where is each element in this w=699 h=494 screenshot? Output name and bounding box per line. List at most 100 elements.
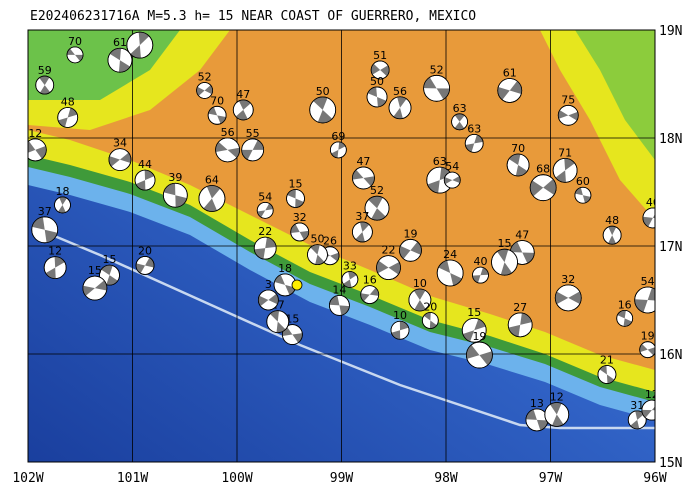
- compression-quadrant: [427, 180, 440, 194]
- compression-quadrant: [479, 351, 493, 366]
- compression-quadrant: [39, 85, 51, 95]
- compression-quadrant: [252, 140, 264, 150]
- compression-quadrant: [175, 195, 187, 208]
- beachball-outline: [544, 402, 570, 427]
- compression-quadrant: [509, 81, 522, 94]
- compression-quadrant: [32, 216, 45, 230]
- compression-quadrant: [472, 275, 481, 283]
- focal-mechanism: 71: [552, 146, 578, 183]
- compression-quadrant: [371, 63, 381, 75]
- focal-mechanism: 47: [352, 155, 375, 190]
- map-title: E202406231716A M=5.3 h= 15 NEAR COAST OF…: [30, 9, 476, 24]
- x-tick-label: 100W: [221, 471, 252, 486]
- depth-label: 19: [641, 330, 655, 343]
- compression-quadrant: [550, 402, 562, 415]
- beachball-outline: [215, 137, 240, 163]
- compression-quadrant: [647, 287, 655, 301]
- depth-label: 52: [370, 184, 384, 197]
- compression-quadrant: [82, 285, 95, 296]
- y-tick-label: 17N: [659, 240, 682, 255]
- depth-label: 19: [472, 330, 486, 343]
- focal-mechanism: 18: [54, 185, 71, 214]
- compression-quadrant: [329, 295, 340, 306]
- focal-mechanism: 20: [421, 301, 439, 329]
- depth-label: 15: [498, 237, 512, 250]
- compression-quadrant: [558, 110, 569, 119]
- compression-quadrant: [67, 107, 78, 118]
- focal-mechanism: 52: [196, 70, 214, 99]
- beachball-outline: [256, 201, 274, 219]
- beachball-outline: [466, 341, 493, 369]
- x-tick-label: 96W: [643, 471, 667, 486]
- focal-mechanism: 33: [341, 259, 359, 288]
- compression-quadrant: [227, 147, 240, 158]
- compression-quadrant: [413, 289, 426, 300]
- beachball-outline: [557, 104, 579, 126]
- compression-quadrant: [480, 267, 489, 276]
- depth-label: 47: [356, 155, 370, 168]
- depth-label: 52: [198, 70, 212, 83]
- compression-quadrant: [444, 177, 453, 185]
- depth-label: 12: [48, 245, 62, 258]
- beachball-outline: [376, 255, 401, 281]
- beachball-outline: [399, 238, 422, 262]
- compression-quadrant: [368, 196, 383, 209]
- compression-quadrant: [462, 330, 475, 342]
- depth-label: 26: [323, 235, 337, 248]
- focal-mechanism: 52: [423, 63, 450, 102]
- compression-quadrant: [330, 252, 340, 262]
- compression-quadrant: [287, 189, 296, 199]
- compression-quadrant: [510, 241, 523, 253]
- compression-quadrant: [397, 96, 407, 108]
- focal-mechanism: 15: [461, 306, 487, 343]
- focal-mechanism: 63: [464, 122, 484, 153]
- depth-label: 33: [343, 259, 357, 272]
- beachball-outline: [198, 185, 226, 212]
- beachball-outline: [241, 138, 265, 162]
- focal-mechanism: 39: [162, 171, 188, 208]
- beachball-outline: [390, 320, 410, 340]
- beachball-outline: [28, 138, 47, 162]
- beachball-outline: [257, 289, 279, 311]
- compression-quadrant: [135, 180, 146, 191]
- compression-quadrant: [608, 235, 616, 245]
- beachball-outline: [602, 225, 622, 245]
- compression-quadrant: [508, 154, 521, 165]
- beachball-outline: [506, 153, 530, 177]
- focal-mechanism: 56: [388, 85, 412, 120]
- compression-quadrant: [500, 262, 512, 276]
- focal-mechanism: 16: [616, 298, 634, 327]
- depth-label: 20: [423, 301, 437, 314]
- depth-label: 47: [515, 228, 529, 241]
- compression-quadrant: [388, 261, 401, 275]
- beachball-outline: [497, 78, 523, 103]
- compression-quadrant: [465, 143, 475, 153]
- focal-mechanism: 12: [641, 388, 655, 421]
- focal-mechanism: 12: [43, 245, 67, 280]
- compression-quadrant: [292, 333, 303, 343]
- beachball-outline: [162, 182, 188, 208]
- depth-label: 21: [600, 354, 614, 367]
- compression-quadrant: [466, 344, 480, 359]
- compression-quadrant: [208, 106, 218, 116]
- beachball-outline: [134, 169, 156, 191]
- compression-quadrant: [568, 291, 582, 305]
- depth-label: 31: [630, 399, 644, 412]
- map-frame: [27, 29, 656, 463]
- depth-label: 50: [310, 233, 324, 246]
- depth-label: 52: [430, 63, 444, 76]
- focal-mechanism: 69: [329, 130, 347, 159]
- beachball-outline: [574, 186, 592, 204]
- beachball-outline: [329, 141, 347, 159]
- depth-label: 20: [138, 244, 152, 257]
- beachball-outline: [341, 271, 359, 288]
- compression-quadrant: [276, 321, 286, 333]
- depth-label: 71: [558, 146, 572, 159]
- compression-quadrant: [515, 165, 528, 176]
- depth-label: 68: [536, 163, 550, 176]
- focal-mechanism: 21: [597, 354, 617, 384]
- compression-quadrant: [339, 305, 350, 316]
- beachball-outline: [352, 166, 375, 190]
- focal-mechanism: 63: [451, 102, 468, 131]
- depth-label: 48: [605, 214, 619, 227]
